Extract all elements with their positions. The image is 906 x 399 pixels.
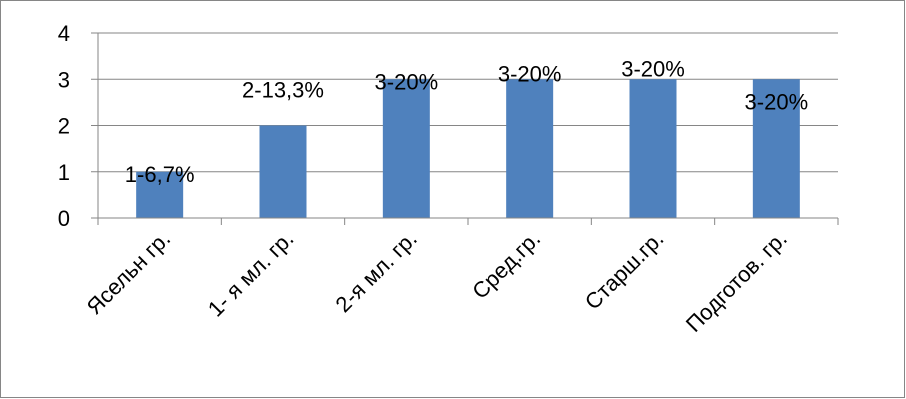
bar	[259, 125, 307, 218]
data-label: 3-20%	[498, 61, 562, 86]
y-tick-label: 1	[58, 160, 70, 185]
gridlines	[98, 32, 838, 173]
data-label: 3-20%	[621, 56, 685, 81]
y-tick-label: 3	[58, 67, 70, 92]
data-label: 3-20%	[375, 69, 439, 94]
axes	[91, 32, 839, 225]
bar	[506, 79, 554, 218]
bar	[382, 79, 430, 218]
bar	[136, 171, 184, 218]
y-tick-labels: 0 1 2 3 4	[58, 21, 70, 231]
data-label: 1-6,7%	[125, 162, 195, 187]
bar	[752, 79, 800, 218]
bars	[136, 79, 800, 218]
data-labels: 1-6,7% 2-13,3% 3-20% 3-20% 3-20% 3-20%	[125, 56, 808, 187]
data-label: 2-13,3%	[242, 78, 324, 103]
bar	[629, 79, 677, 218]
y-tick-label: 2	[58, 114, 70, 139]
y-tick-label: 4	[58, 21, 70, 46]
data-label: 3-20%	[745, 89, 809, 114]
y-tick-label: 0	[58, 206, 70, 231]
